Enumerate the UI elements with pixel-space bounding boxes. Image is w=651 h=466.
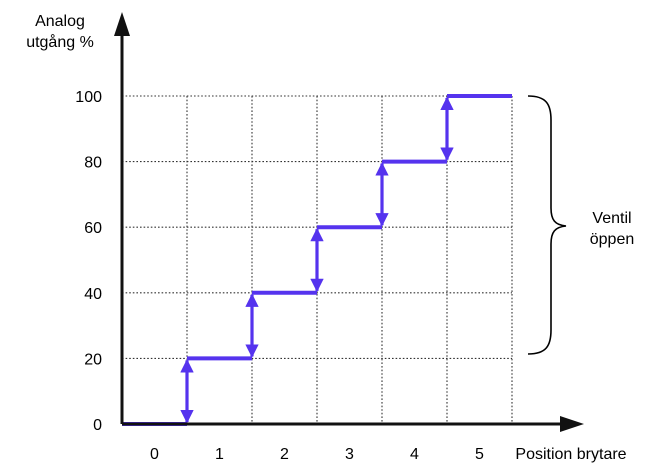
series-group — [122, 94, 512, 426]
y-axis-title-line2: utgång % — [26, 33, 94, 51]
curly-brace — [527, 95, 567, 355]
x-tick-label: 3 — [345, 446, 354, 463]
x-tick-label: 5 — [475, 446, 484, 463]
x-tick-labels: 0 1 2 3 4 5 — [150, 446, 484, 463]
annotation-line2: öppen — [590, 231, 635, 248]
annotation-line1: Ventil — [592, 210, 631, 227]
x-axis-arrow — [560, 416, 584, 432]
y-axis-arrow — [114, 12, 130, 36]
x-tick-label: 2 — [280, 446, 289, 463]
y-tick-labels: 0 20 40 60 80 100 — [75, 89, 102, 434]
x-axis-title: Position brytare — [515, 446, 626, 463]
y-tick-label: 60 — [84, 220, 102, 237]
x-tick-label: 4 — [410, 446, 419, 463]
x-tick-label: 0 — [150, 446, 159, 463]
y-tick-label: 40 — [84, 286, 102, 303]
y-tick-label: 20 — [84, 351, 102, 368]
y-tick-label: 100 — [75, 89, 102, 106]
y-axis-title-line1: Analog — [35, 13, 85, 30]
y-tick-label: 80 — [84, 155, 102, 172]
y-tick-label: 0 — [93, 417, 102, 434]
x-tick-label: 1 — [215, 446, 224, 463]
